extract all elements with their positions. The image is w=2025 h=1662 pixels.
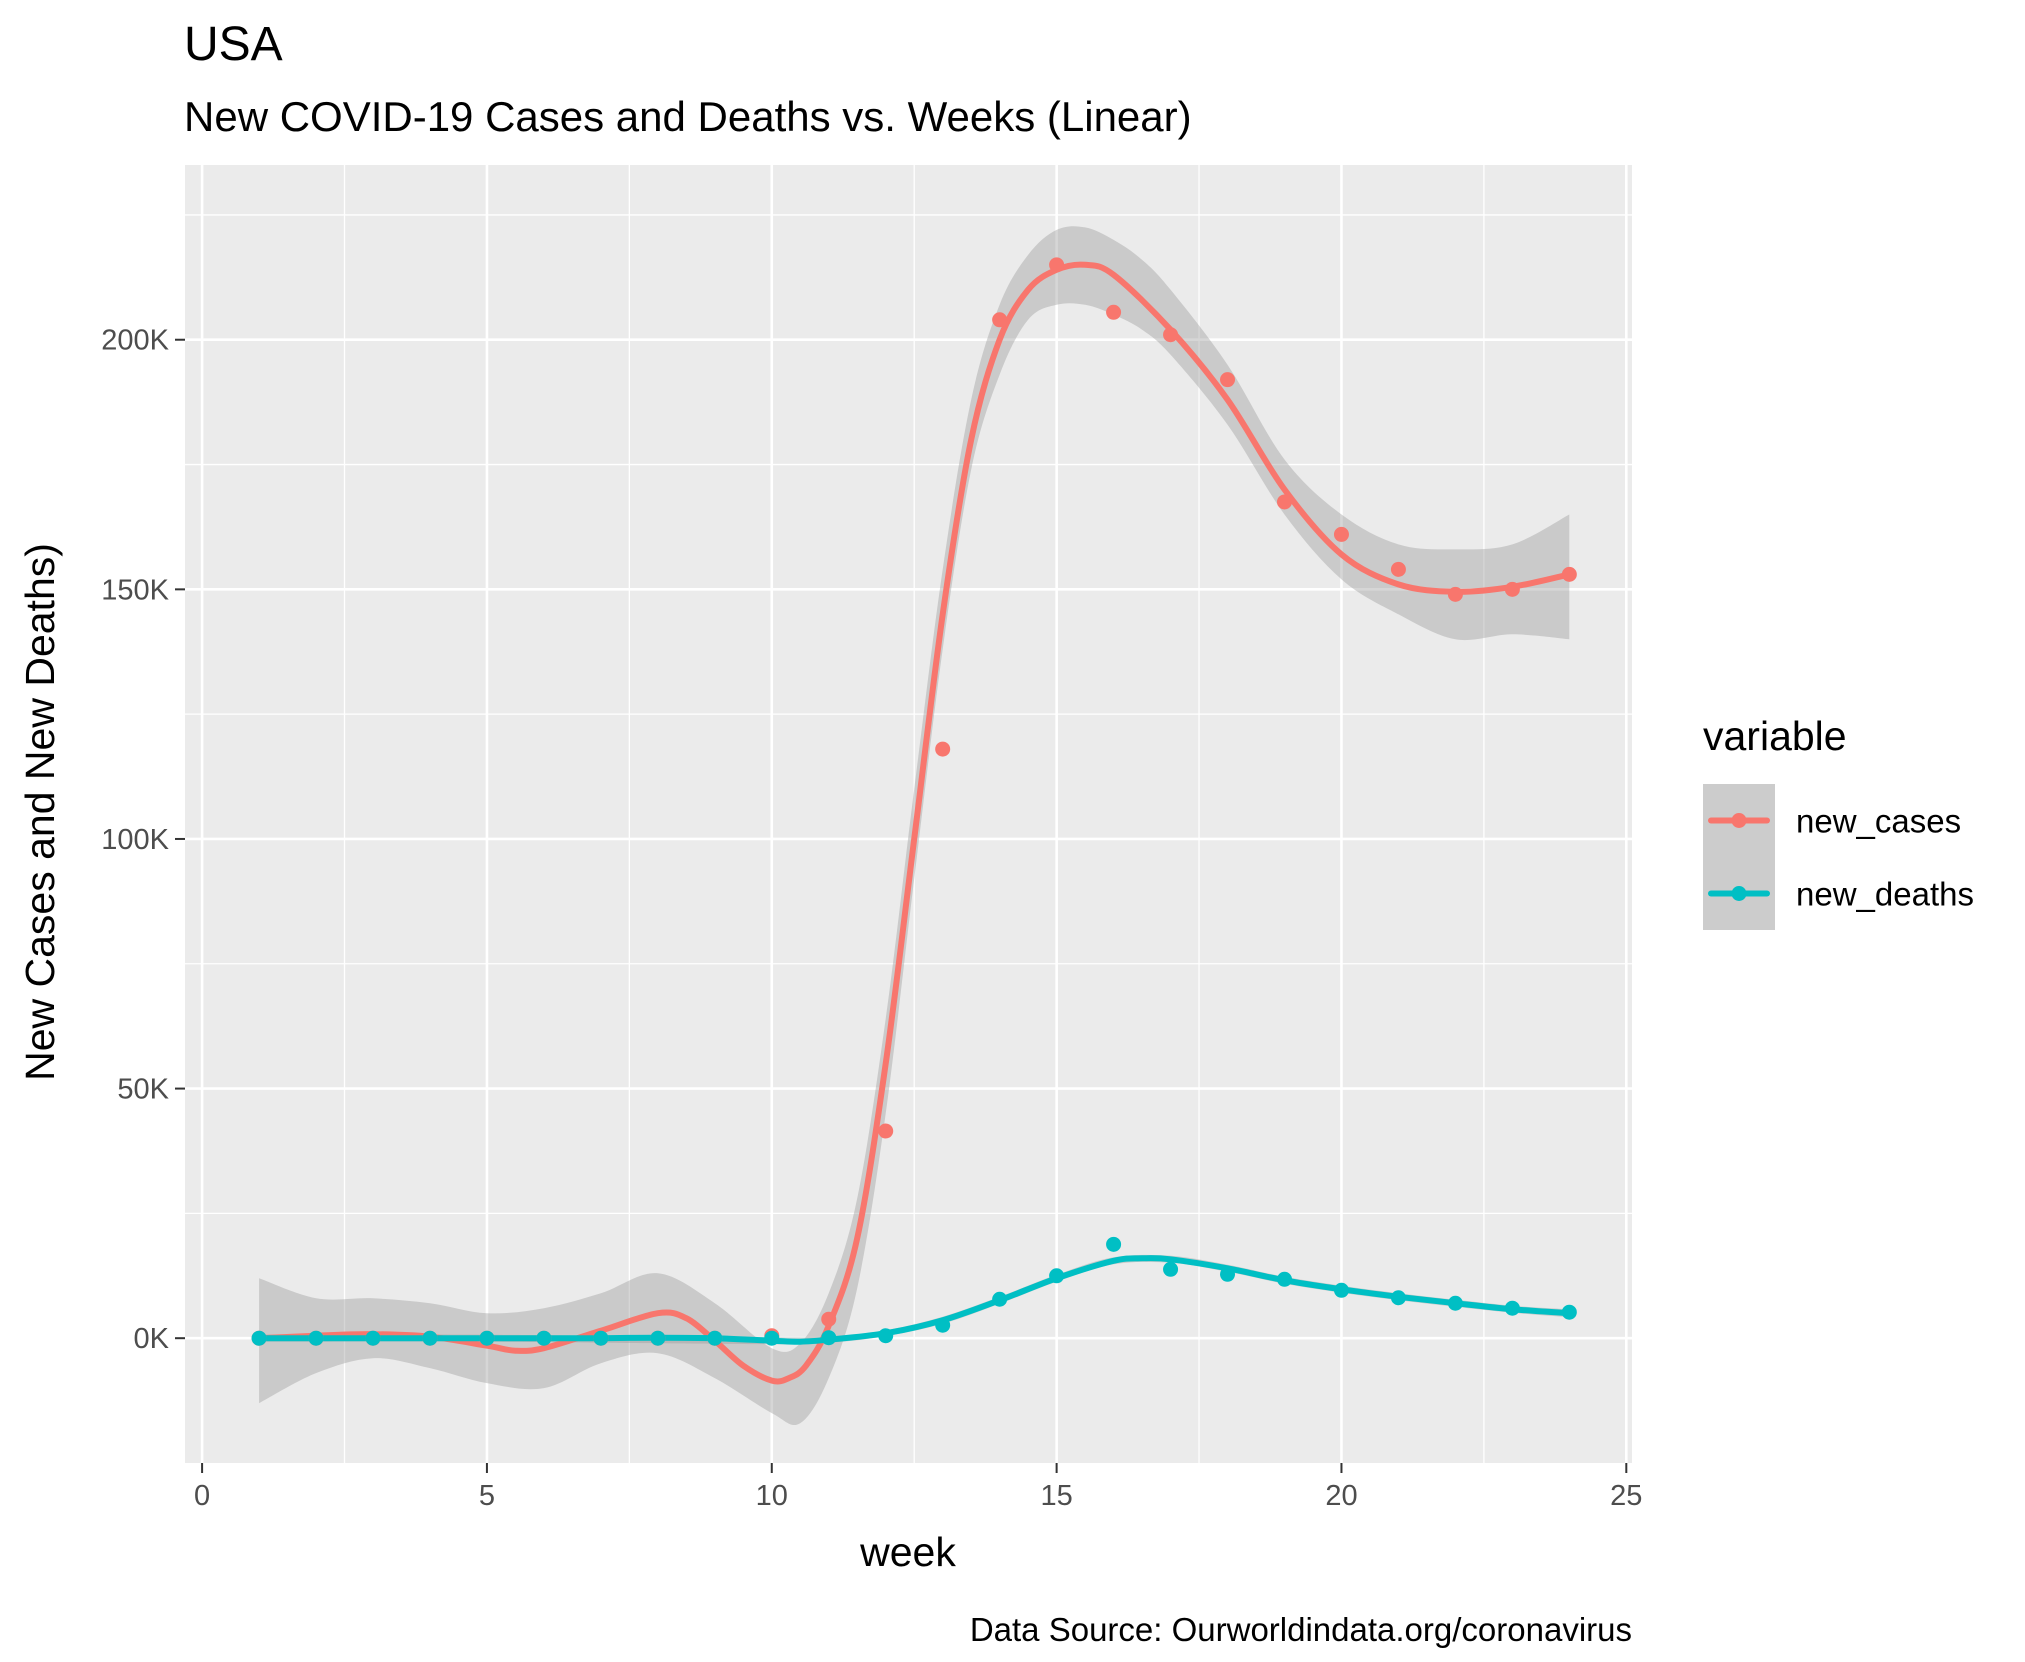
x-tick-label: 10: [756, 1480, 788, 1512]
new_deaths-point: [821, 1330, 837, 1346]
legend-label-new_cases: new_cases: [1796, 803, 1961, 840]
new_deaths-point: [308, 1330, 324, 1346]
new_deaths-point: [1447, 1295, 1463, 1311]
data-source-caption: Data Source: Ourworldindata.org/coronavi…: [970, 1611, 1632, 1648]
chart-subtitle: New COVID-19 Cases and Deaths vs. Weeks …: [184, 93, 1192, 140]
new_deaths-point: [878, 1328, 894, 1344]
legend-label-new_deaths: new_deaths: [1796, 876, 1974, 913]
x-tick-label: 20: [1325, 1480, 1357, 1512]
data-points: [251, 257, 1577, 1346]
x-axis: 0 5 10 15 20 25: [194, 1463, 1642, 1512]
new_deaths-point: [1220, 1266, 1236, 1282]
new_cases-point: [1447, 586, 1463, 602]
new_deaths-point: [593, 1330, 609, 1346]
new_deaths-point: [479, 1330, 495, 1346]
new_cases-point: [1333, 526, 1349, 542]
x-tick-label: 25: [1610, 1480, 1642, 1512]
new_cases-point: [935, 741, 951, 757]
new_deaths-point: [422, 1330, 438, 1346]
plot-panel: [185, 165, 1632, 1463]
x-axis-label: week: [859, 1529, 956, 1575]
new_deaths-point: [1561, 1304, 1577, 1320]
x-tick-label: 0: [194, 1480, 210, 1512]
new_cases-point: [1163, 327, 1179, 343]
new_cases-point: [878, 1123, 894, 1139]
new_deaths-point: [1106, 1236, 1122, 1252]
x-tick-label: 5: [479, 1480, 495, 1512]
new_cases-smooth-line: [256, 261, 1573, 1385]
new_deaths-point: [650, 1330, 666, 1346]
y-tick-label: 200K: [101, 325, 169, 357]
new_cases-point: [1504, 581, 1520, 597]
y-axis-label: New Cases and New Deaths): [17, 543, 63, 1081]
y-tick-label: 50K: [117, 1074, 169, 1106]
legend-key-point: [1731, 813, 1747, 828]
new_deaths-point: [251, 1330, 267, 1346]
new_cases-point: [1220, 372, 1236, 388]
new_deaths-point: [992, 1291, 1008, 1307]
legend: new_cases new_deaths: [1703, 784, 1974, 930]
new_deaths-point: [1276, 1271, 1292, 1287]
major-gridlines: [185, 165, 1632, 1463]
new_deaths-point: [365, 1330, 381, 1346]
y-tick-label: 0K: [134, 1323, 170, 1355]
new_deaths-point: [935, 1317, 951, 1333]
new_deaths-point: [1049, 1268, 1065, 1284]
minor-gridlines: [185, 165, 1632, 1463]
new_deaths-point: [707, 1330, 723, 1346]
new_cases-point: [992, 312, 1008, 328]
new_cases-point: [1561, 566, 1577, 582]
new_deaths-point: [536, 1330, 552, 1346]
new_cases-point: [1390, 561, 1406, 577]
new_deaths-point: [764, 1330, 780, 1346]
new_cases-point: [1049, 257, 1065, 273]
y-axis: 0K 50K 100K 150K 200K: [101, 325, 185, 1355]
new_cases-point: [821, 1311, 837, 1327]
chart-title: USA: [184, 18, 283, 71]
x-tick-label: 15: [1040, 1480, 1072, 1512]
y-tick-label: 150K: [101, 574, 169, 606]
new_cases-point: [1276, 494, 1292, 510]
new_deaths-point: [1163, 1261, 1179, 1277]
legend-title: variable: [1703, 713, 1847, 759]
new_deaths-point: [1390, 1290, 1406, 1306]
new_deaths-point: [1504, 1300, 1520, 1316]
y-tick-label: 100K: [101, 824, 169, 856]
new_deaths-point: [1333, 1282, 1349, 1298]
new_cases-point: [1106, 304, 1122, 320]
legend-key-point: [1731, 886, 1747, 901]
